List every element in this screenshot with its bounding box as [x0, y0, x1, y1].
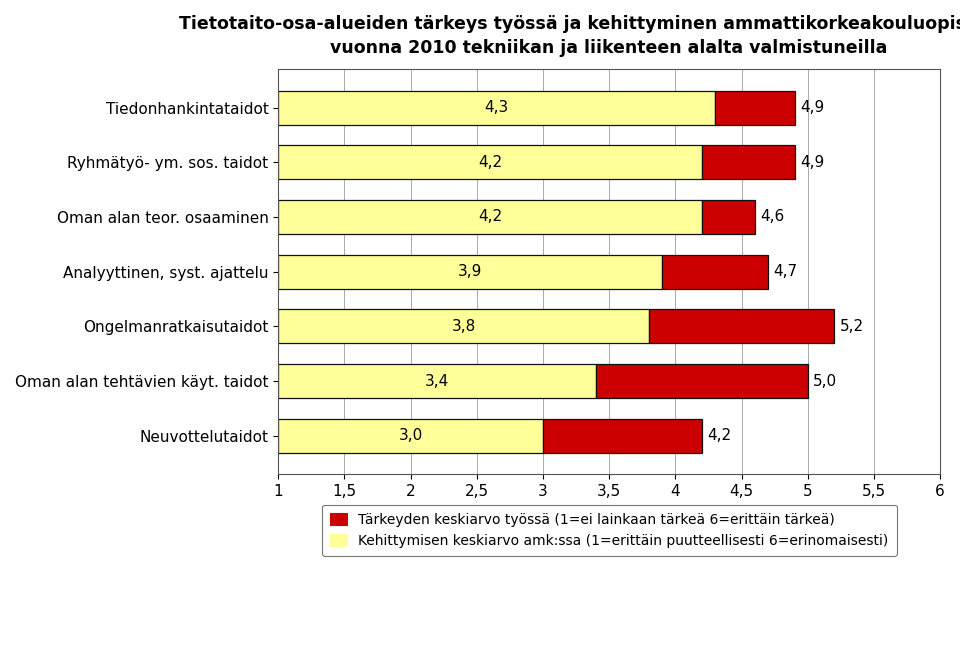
Text: 3,4: 3,4 [425, 374, 449, 389]
Text: 4,2: 4,2 [708, 428, 732, 444]
Text: 3,0: 3,0 [398, 428, 422, 444]
Text: 4,9: 4,9 [800, 100, 824, 115]
Text: 4,6: 4,6 [760, 209, 784, 224]
Title: Tietotaito-osa-alueiden tärkeys työssä ja kehittyminen ammattikorkeakouluopiskel: Tietotaito-osa-alueiden tärkeys työssä j… [179, 15, 960, 57]
Bar [702, 200, 755, 234]
Bar [278, 255, 662, 288]
Bar [278, 200, 702, 234]
Legend: Tärkeyden keskiarvo työssä (1=ei lainkaan tärkeä 6=erittäin tärkeä), Kehittymise: Tärkeyden keskiarvo työssä (1=ei lainkaa… [322, 505, 897, 556]
Text: 5,0: 5,0 [813, 374, 837, 389]
Bar [278, 145, 702, 180]
Text: 3,8: 3,8 [451, 319, 476, 334]
Text: 4,7: 4,7 [774, 264, 798, 279]
Bar [702, 145, 795, 180]
Text: 4,9: 4,9 [800, 155, 824, 170]
Bar [278, 310, 649, 343]
Bar [278, 419, 543, 453]
Text: 4,3: 4,3 [485, 100, 509, 115]
Text: 3,9: 3,9 [458, 264, 482, 279]
Bar [278, 90, 715, 125]
Bar [715, 90, 795, 125]
Bar [649, 310, 834, 343]
Bar [278, 364, 596, 398]
Text: 4,2: 4,2 [478, 155, 502, 170]
Bar [543, 419, 702, 453]
Bar [596, 364, 807, 398]
Text: 5,2: 5,2 [839, 319, 864, 334]
Bar [662, 255, 768, 288]
Text: 4,2: 4,2 [478, 209, 502, 224]
